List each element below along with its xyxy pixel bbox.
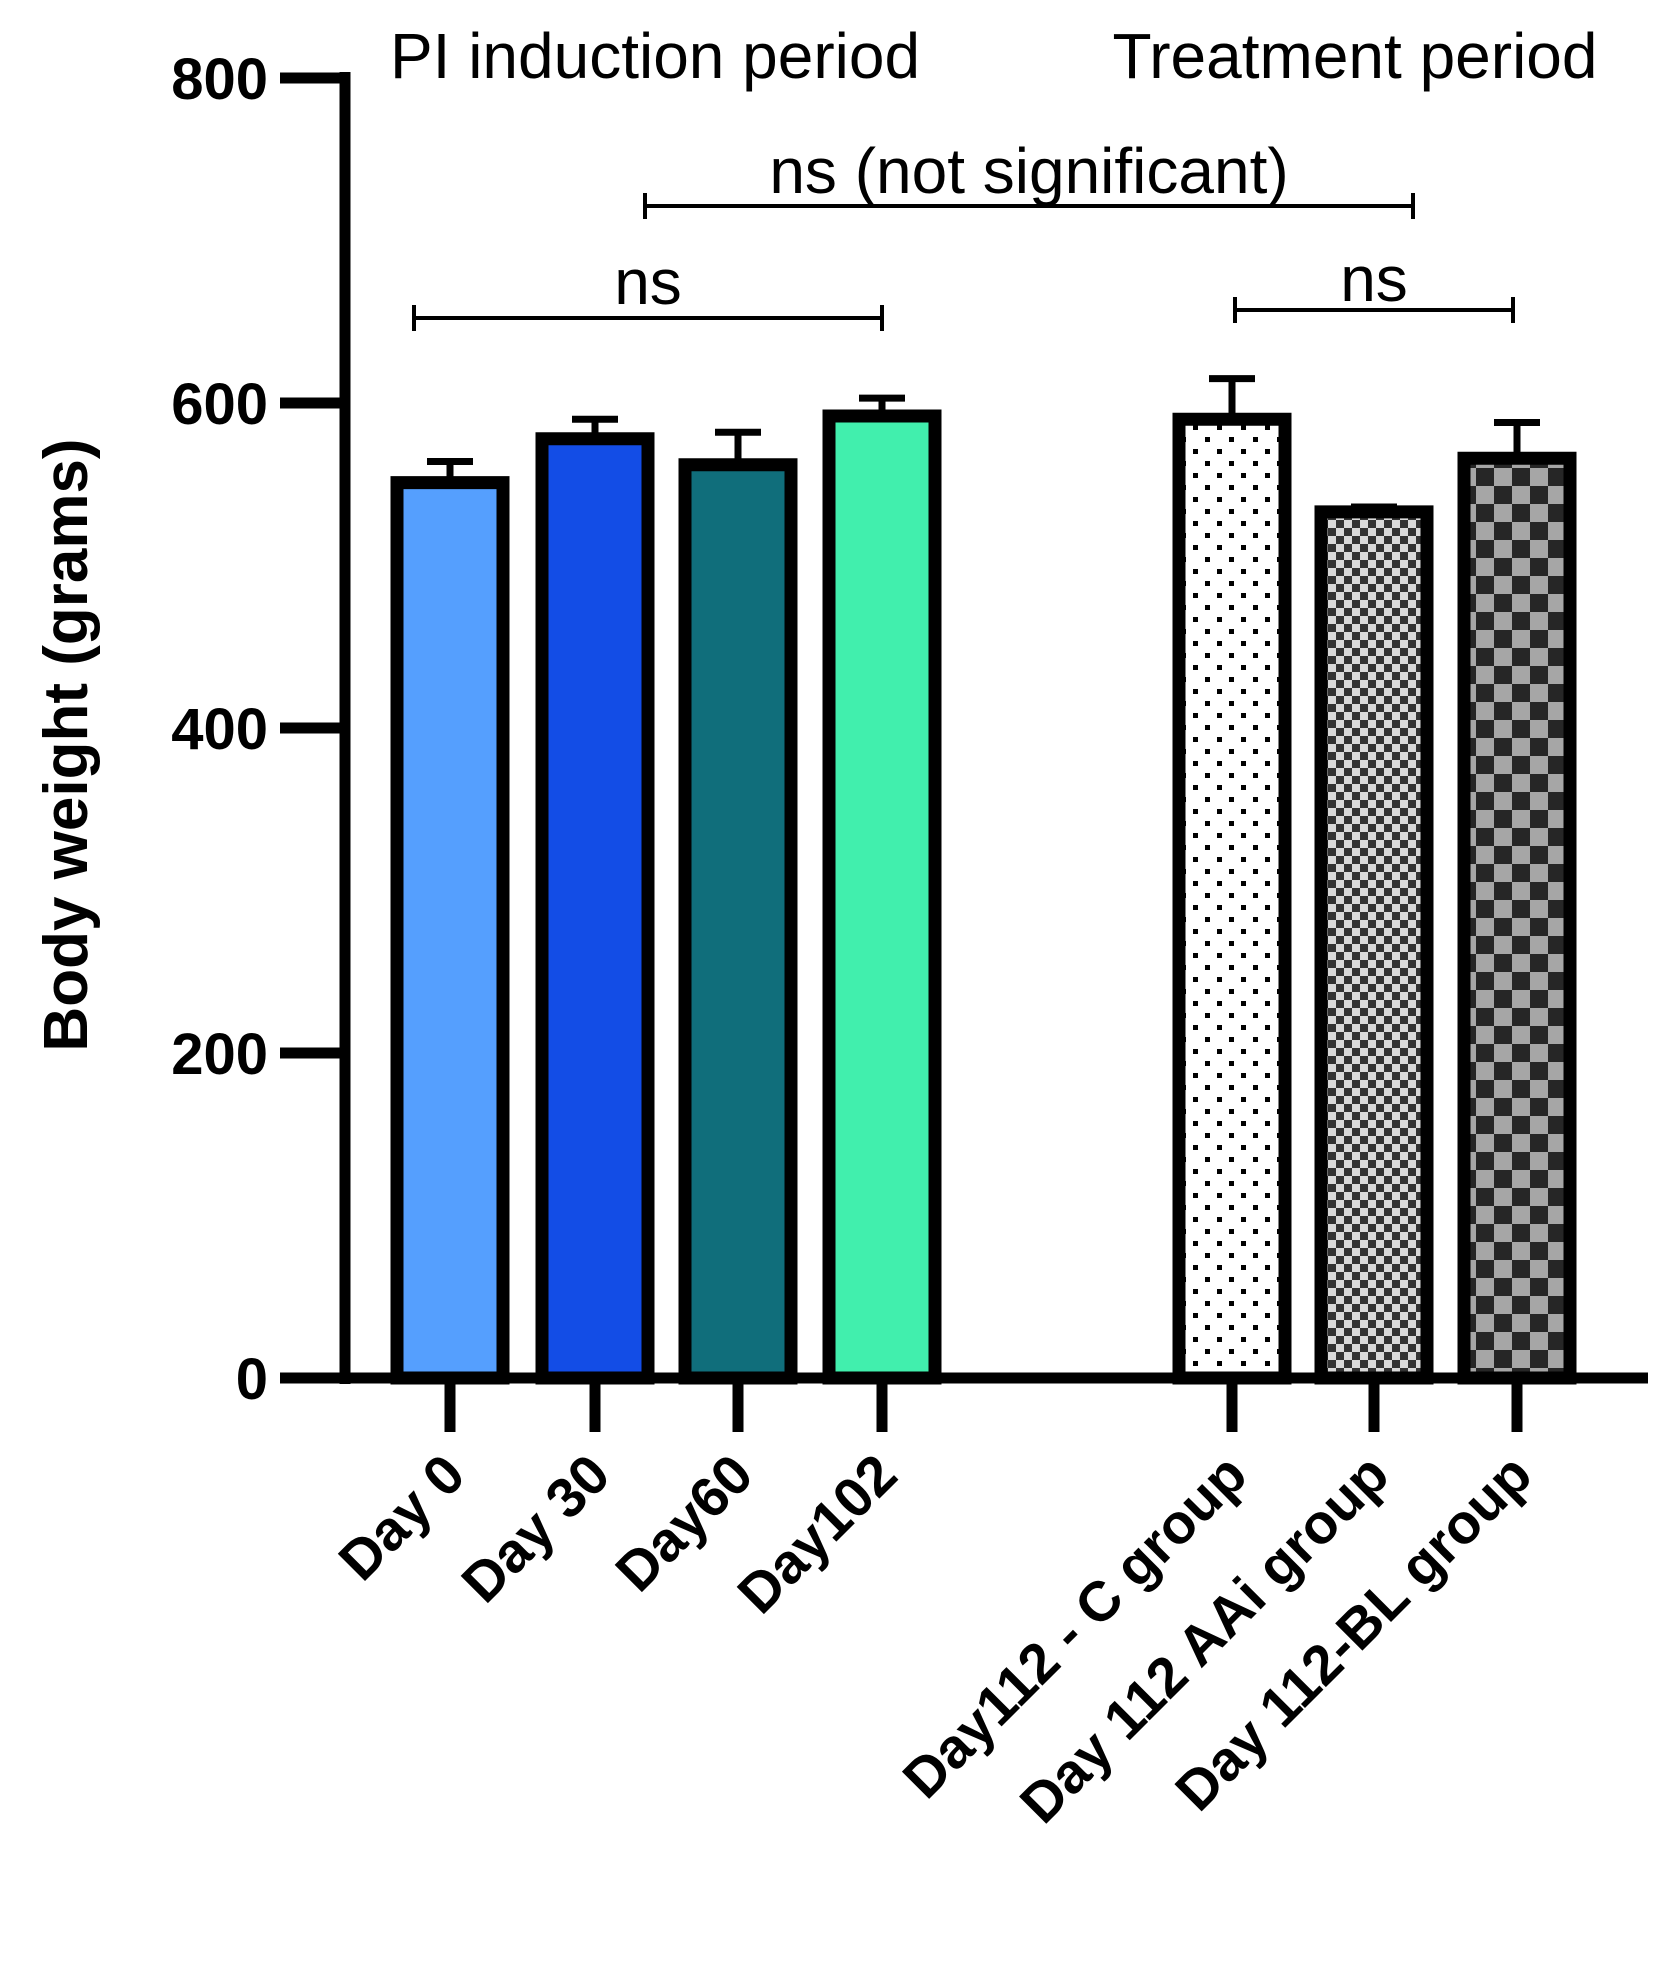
bar-6 (1314, 505, 1434, 1385)
error-bar-2 (572, 415, 618, 439)
error-bar-1 (427, 458, 473, 483)
bar-2 (535, 432, 655, 1385)
bars (390, 375, 1577, 1385)
x-tick-label: Day102 (725, 1442, 908, 1625)
error-bar-4 (859, 394, 905, 416)
bar-5 (1172, 412, 1292, 1385)
y-tick-label: 0 (236, 1347, 268, 1412)
significance-brackets: ns ns (not significant) ns (412, 135, 1515, 331)
significance-bracket-3 (1233, 297, 1515, 323)
bar-1 (390, 476, 510, 1385)
induction-period-label: PI induction period (390, 20, 920, 92)
x-tick-label: Day 30 (449, 1442, 621, 1614)
significance-bracket-1 (412, 305, 884, 331)
bar-7 (1457, 451, 1577, 1385)
error-bar-7 (1494, 419, 1540, 459)
significance-bracket-2 (643, 193, 1415, 219)
significance-label-1: ns (614, 246, 682, 318)
error-bar-6 (1351, 503, 1397, 512)
y-tick-label: 800 (171, 47, 268, 112)
bar-4 (822, 409, 942, 1385)
y-tick-label: 400 (171, 697, 268, 762)
y-axis-label: Body weight (grams) (32, 438, 101, 1051)
y-tick-label: 200 (171, 1022, 268, 1087)
bar-3 (678, 458, 798, 1385)
significance-label-2: ns (not significant) (769, 135, 1288, 207)
error-bar-3 (715, 428, 761, 465)
significance-label-3: ns (1340, 243, 1408, 315)
treatment-period-label: Treatment period (1113, 20, 1598, 92)
error-bar-5 (1209, 375, 1255, 420)
y-tick-label: 600 (171, 372, 268, 437)
